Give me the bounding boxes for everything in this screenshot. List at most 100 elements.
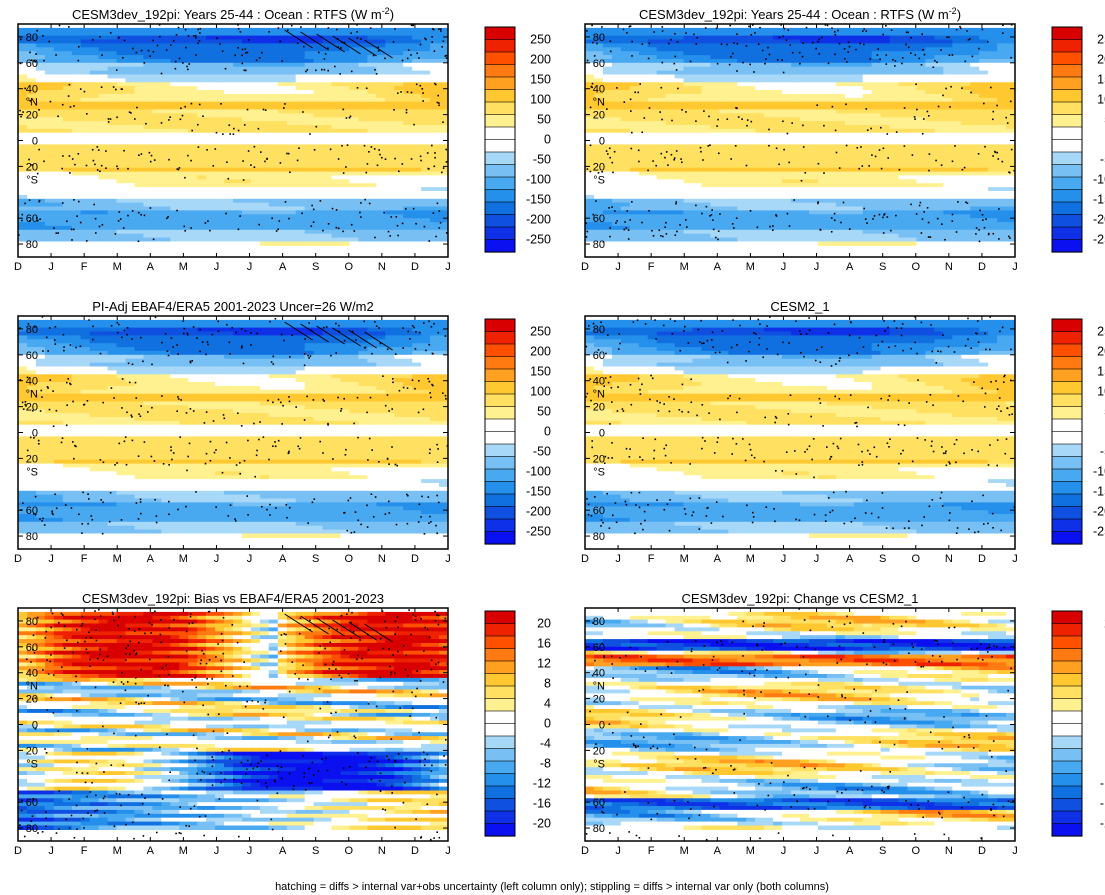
colorbar-label: 200 bbox=[1097, 345, 1105, 359]
x-tick-label: J bbox=[445, 845, 451, 857]
colorbar-swatch bbox=[484, 798, 516, 812]
x-tick-label: S bbox=[312, 845, 319, 857]
x-tick-label: M bbox=[746, 553, 755, 565]
y-tick-label: 0 bbox=[599, 720, 605, 732]
colorbar-swatch bbox=[484, 214, 516, 228]
y-tick-label: 60 bbox=[593, 505, 605, 517]
x-tick-label: N bbox=[378, 553, 386, 565]
colorbar-label: 8 bbox=[544, 677, 551, 691]
x-tick-label: D bbox=[978, 553, 986, 565]
x-tick-label: D bbox=[14, 261, 22, 273]
colorbar-label: -250 bbox=[1093, 233, 1105, 247]
x-tick-label: S bbox=[312, 261, 319, 273]
colorbar-swatch bbox=[1051, 406, 1083, 420]
x-tick-label: A bbox=[714, 845, 722, 857]
x-tick-label: O bbox=[344, 553, 353, 565]
colorbar-swatch bbox=[484, 64, 516, 78]
colorbar-swatch bbox=[1051, 506, 1083, 520]
x-tick-label: D bbox=[581, 261, 589, 273]
y-tick-label: 0 bbox=[599, 136, 605, 148]
x-tick-label: J bbox=[615, 553, 621, 565]
x-tick-label: J bbox=[781, 553, 787, 565]
x-tick-label: J bbox=[214, 261, 220, 273]
x-tick-label: O bbox=[911, 845, 920, 857]
panel-2: CESM3dev_192pi: Years 25-44 : Ocean : RT… bbox=[581, 6, 1105, 273]
x-tick-label: M bbox=[680, 845, 689, 857]
y-tick-label: 20 bbox=[26, 745, 38, 757]
x-tick-label: F bbox=[648, 553, 655, 565]
colorbar-swatch bbox=[484, 773, 516, 787]
colorbar-swatch bbox=[1051, 89, 1083, 103]
y-tick-label: 80 bbox=[26, 823, 38, 835]
colorbar-label: 150 bbox=[530, 73, 551, 87]
x-tick-label: O bbox=[911, 553, 920, 565]
colorbar-label: 20 bbox=[537, 617, 551, 631]
x-tick-label: F bbox=[648, 261, 655, 273]
x-tick-label: A bbox=[279, 553, 287, 565]
colorbar-swatch bbox=[1051, 635, 1083, 650]
y-tick-label: 80 bbox=[593, 823, 605, 835]
x-tick-label: J bbox=[814, 845, 820, 857]
colorbar-swatch bbox=[484, 226, 516, 241]
x-tick-label: J bbox=[781, 261, 787, 273]
colorbar-label: -200 bbox=[526, 213, 551, 227]
y-tick-label: 80 bbox=[26, 531, 38, 543]
colorbar-swatch bbox=[484, 418, 516, 433]
colorbar-label: -100 bbox=[526, 465, 551, 479]
colorbar-swatch bbox=[484, 176, 516, 191]
stippling bbox=[585, 316, 1015, 535]
colorbar-swatch bbox=[484, 114, 516, 128]
colorbar-swatch bbox=[1051, 773, 1083, 787]
x-tick-label: N bbox=[378, 261, 386, 273]
colorbar-swatch bbox=[1051, 723, 1083, 737]
colorbar-label: -100 bbox=[1093, 465, 1105, 479]
colorbar-swatch bbox=[1051, 393, 1083, 408]
colorbar-swatch bbox=[484, 76, 516, 91]
colorbar-swatch bbox=[1051, 443, 1083, 458]
hatching bbox=[284, 29, 393, 59]
x-tick-label: A bbox=[846, 845, 854, 857]
x-tick-label: M bbox=[179, 553, 188, 565]
colorbar-swatch bbox=[484, 406, 516, 420]
y-tick-label: 0 bbox=[32, 720, 38, 732]
colorbar-label: -12 bbox=[533, 777, 551, 791]
panel-title: CESM2_1 bbox=[770, 299, 829, 314]
colorbar-swatch bbox=[1051, 710, 1083, 725]
y-tick-label: 20 bbox=[593, 694, 605, 706]
colorbar-swatch bbox=[1051, 356, 1083, 370]
colorbar-swatch bbox=[484, 673, 516, 687]
x-tick-label: F bbox=[81, 261, 88, 273]
x-tick-label: D bbox=[581, 553, 589, 565]
y-tick-label: 20 bbox=[593, 110, 605, 122]
y-tick-label: 60 bbox=[593, 58, 605, 70]
colorbar-swatch bbox=[484, 356, 516, 370]
colorbar: 20 16 12 8 4 0 -4 -8 -12 -16 -20 bbox=[484, 610, 551, 837]
colorbar-label: -50 bbox=[1100, 153, 1105, 167]
y-tick-label: 80 bbox=[26, 324, 38, 336]
colorbar-label: -100 bbox=[1093, 173, 1105, 187]
y-tick-label: 40 bbox=[26, 84, 38, 96]
colorbar-label: -150 bbox=[526, 485, 551, 499]
colorbar-label: 200 bbox=[530, 345, 551, 359]
y-tick-label: °N bbox=[593, 97, 605, 109]
colorbar-swatch bbox=[484, 443, 516, 458]
colorbar-swatch bbox=[484, 318, 516, 333]
colorbar-swatch bbox=[484, 785, 516, 800]
colorbar-swatch bbox=[484, 101, 516, 116]
colorbar-swatch bbox=[484, 506, 516, 520]
colorbar-label: -50 bbox=[533, 445, 551, 459]
colorbar-label: 100 bbox=[1097, 93, 1105, 107]
x-tick-label: S bbox=[879, 845, 886, 857]
panel-title: CESM3dev_192pi: Bias vs EBAF4/ERA5 2001-… bbox=[82, 591, 384, 606]
colorbar-swatch bbox=[484, 635, 516, 650]
x-tick-label: D bbox=[411, 553, 419, 565]
x-tick-label: J bbox=[48, 845, 54, 857]
panel-title: CESM3dev_192pi: Years 25-44 : Ocean : RT… bbox=[639, 6, 961, 22]
y-tick-label: °S bbox=[26, 174, 38, 186]
y-tick-label: 20 bbox=[26, 453, 38, 465]
y-tick-label: 80 bbox=[26, 239, 38, 251]
y-tick-label: 40 bbox=[26, 376, 38, 388]
colorbar-swatch bbox=[484, 810, 516, 825]
colorbar-swatch bbox=[1051, 810, 1083, 825]
colorbar-label: -50 bbox=[533, 153, 551, 167]
